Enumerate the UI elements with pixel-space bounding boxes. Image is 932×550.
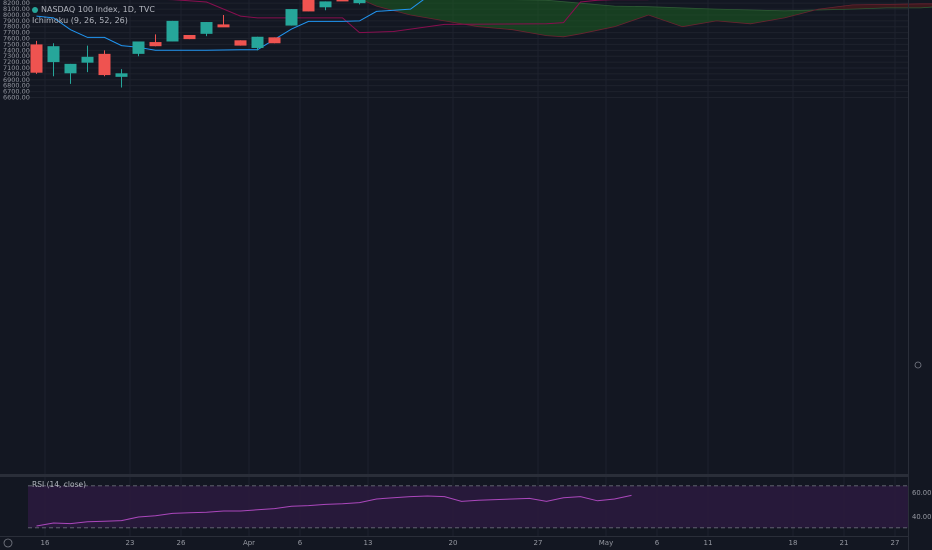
rsi-legend[interactable]: RSI (14, close) <box>32 480 86 489</box>
candle-body <box>268 37 281 44</box>
price-tick-label: 6700.00 <box>3 88 30 96</box>
ichimoku-label: Ichimoku (9, 26, 52, 26) <box>32 16 128 25</box>
candle <box>166 20 179 42</box>
candle-body <box>132 41 145 54</box>
cloud-bullish <box>362 0 815 37</box>
candle <box>64 63 77 84</box>
price-tick-label: 6900.00 <box>3 76 30 84</box>
time-tick-label: 27 <box>891 539 900 547</box>
candle-body <box>30 44 43 73</box>
candle-body <box>149 42 162 47</box>
candlesticks <box>30 0 366 88</box>
time-tick-label: 27 <box>534 539 543 547</box>
candle <box>132 41 145 57</box>
candle-body <box>353 0 366 4</box>
time-tick-label: 20 <box>449 539 458 547</box>
price-tick-label: 7700.00 <box>3 29 30 37</box>
candle <box>115 69 128 88</box>
candle <box>302 0 315 12</box>
rsi-tick-label: 60.00 <box>912 489 931 497</box>
candle <box>353 0 366 5</box>
candle <box>268 37 281 44</box>
candle <box>183 34 196 40</box>
price-tick-label: 7800.00 <box>3 23 30 31</box>
candle-body <box>183 34 196 40</box>
time-tick-label: 11 <box>704 539 713 547</box>
candle <box>285 9 298 26</box>
price-tick-label: 7200.00 <box>3 58 30 66</box>
candle <box>234 40 247 46</box>
candle <box>81 45 94 73</box>
candle-body <box>217 24 230 28</box>
conversion-line <box>36 0 424 51</box>
candle <box>47 43 60 77</box>
candle-body <box>251 36 264 48</box>
candle-body <box>98 53 111 76</box>
time-tick-label: Apr <box>243 539 255 547</box>
status-dot-icon <box>32 6 38 13</box>
price-tick-label: 7500.00 <box>3 40 30 48</box>
price-tick-label: 7300.00 <box>3 52 30 60</box>
price-tick-label: 6800.00 <box>3 82 30 90</box>
time-tick-label: 13 <box>364 539 373 547</box>
candle-body <box>64 63 77 74</box>
candle-body <box>47 46 60 63</box>
time-tick-label: 16 <box>41 539 50 547</box>
price-tick-label: 7600.00 <box>3 35 30 43</box>
leading-span-b <box>361 0 932 38</box>
candle <box>200 22 213 37</box>
time-tick-label: 21 <box>840 539 849 547</box>
ichimoku-legend[interactable]: Ichimoku (9, 26, 52, 26) <box>32 16 128 25</box>
time-tick-label: 26 <box>177 539 186 547</box>
rsi-band <box>28 485 908 528</box>
candle <box>217 14 230 28</box>
ichimoku-cloud <box>362 0 932 37</box>
candle-body <box>166 20 179 42</box>
rsi-tick-label: 40.00 <box>912 513 931 521</box>
time-tick-label: 23 <box>126 539 135 547</box>
price-tick-label: 7900.00 <box>3 17 30 25</box>
price-tick-label: 8000.00 <box>3 11 30 19</box>
candle-body <box>319 1 332 8</box>
candle <box>98 50 111 77</box>
cloud-bearish <box>818 3 932 10</box>
grid-lines <box>28 0 908 536</box>
leading-span-a <box>512 0 932 12</box>
price-tick-label: 8300.00 <box>3 0 30 1</box>
time-tick-label: 6 <box>655 539 660 547</box>
candle-body <box>234 40 247 46</box>
candle-body <box>115 73 128 77</box>
time-tick-label: May <box>599 539 613 547</box>
candle <box>319 1 332 11</box>
ichimoku-lines <box>36 0 932 51</box>
price-tick-label: 7400.00 <box>3 46 30 54</box>
price-tick-label: 8200.00 <box>3 0 30 7</box>
price-tick-label: 6600.00 <box>3 93 30 101</box>
candle <box>30 40 43 74</box>
candle-body <box>336 0 349 2</box>
rsi-pane <box>28 485 908 529</box>
time-tick-label: 18 <box>789 539 798 547</box>
timezone-icon <box>3 538 13 548</box>
symbol-title: NASDAQ 100 Index, 1D, TVC <box>41 5 155 14</box>
candle-body <box>200 22 213 34</box>
base-line <box>166 0 649 34</box>
candle <box>336 0 349 2</box>
candle <box>149 34 162 47</box>
price-tick-label: 7000.00 <box>3 70 30 78</box>
candle-body <box>302 0 315 12</box>
price-tick-label: 7100.00 <box>3 64 30 72</box>
price-tick-label: 8100.00 <box>3 5 30 13</box>
rsi-line <box>36 494 632 527</box>
time-tick-label: 6 <box>298 539 303 547</box>
candle-body <box>81 56 94 63</box>
candle <box>251 36 264 51</box>
rsi-label: RSI (14, close) <box>32 480 87 489</box>
symbol-legend[interactable]: NASDAQ 100 Index, 1D, TVC <box>32 5 155 14</box>
gear-icon <box>914 361 922 369</box>
candle-body <box>285 9 298 26</box>
